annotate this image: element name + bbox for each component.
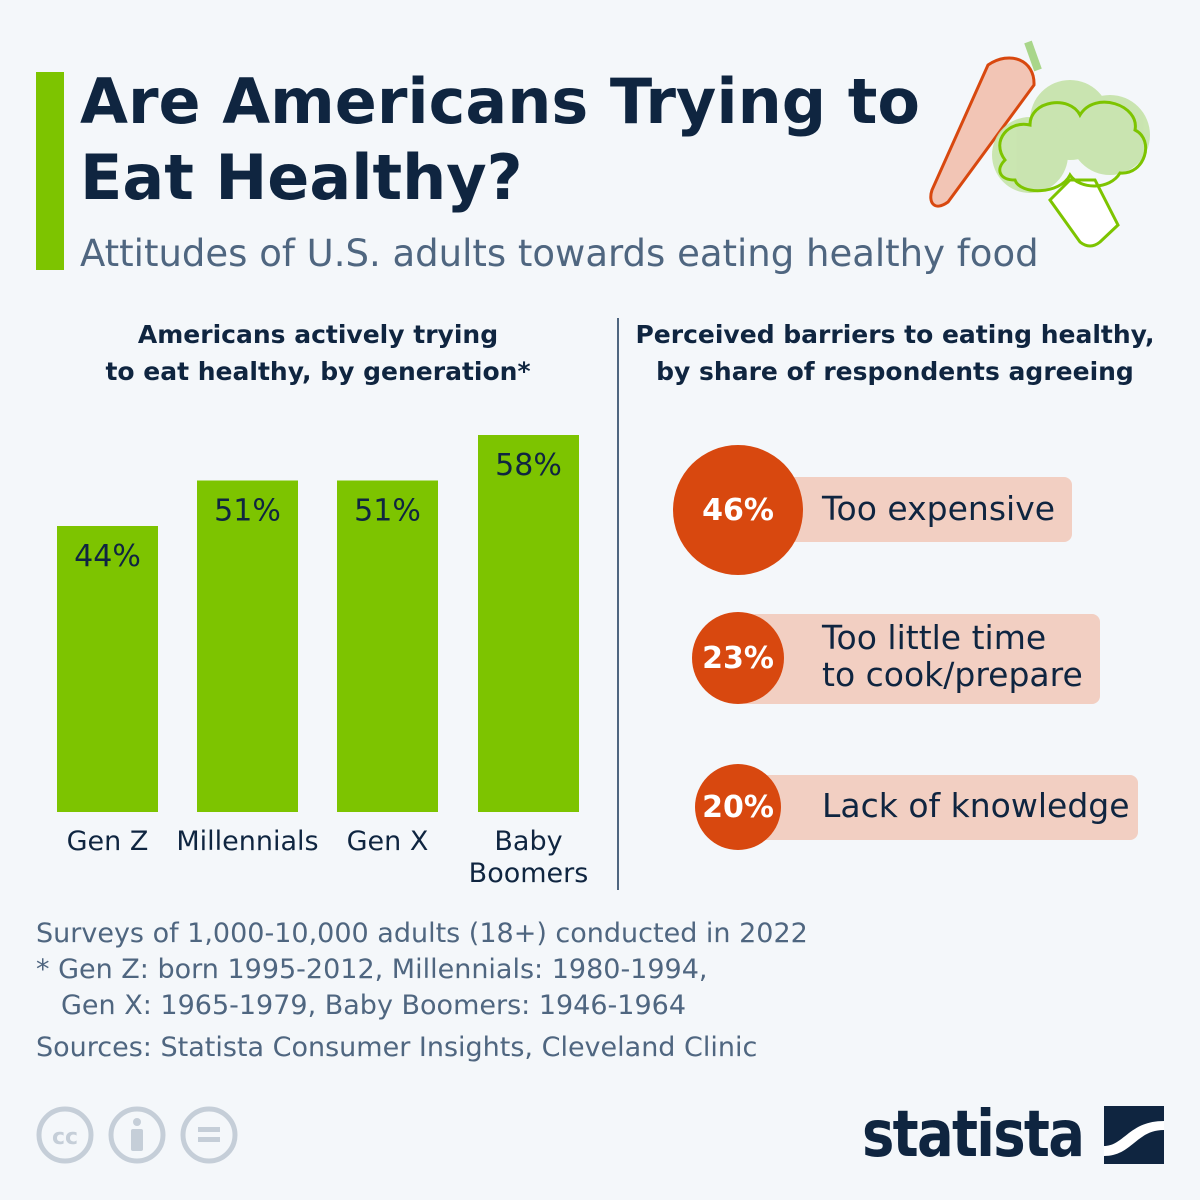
bar — [57, 526, 158, 812]
category-label: Gen X — [347, 826, 429, 857]
barriers-title-line: by share of respondents agreeing — [656, 357, 1134, 386]
category-label: Millennials — [176, 826, 318, 857]
bar-chart-title-line: Americans actively trying — [137, 320, 499, 349]
statista-logo-icon — [1104, 1106, 1164, 1164]
bar-chart: 44% Gen Z 51% Millennials 51% Gen X 58% BabyBoo… — [57, 435, 589, 889]
footnote-line-2: Gen X: 1965-1979, Baby Boomers: 1946-196… — [61, 990, 686, 1021]
barrier-label-line: Too little time — [822, 618, 1047, 657]
sources: Sources: Statista Consumer Insights, Cle… — [36, 1032, 758, 1063]
bar — [337, 480, 438, 812]
title-accent-bar — [36, 72, 64, 270]
barrier-label: Too little time to cook/prepare — [822, 619, 1083, 693]
bar — [197, 480, 298, 812]
bar-data-label: 51% — [214, 494, 281, 529]
barrier-label: Too expensive — [822, 490, 1055, 527]
statista-logo: statista — [862, 1098, 1085, 1172]
license-icons[interactable]: cc — [36, 1106, 246, 1164]
barrier-label-line: to cook/prepare — [822, 655, 1083, 694]
category-label: Baby — [494, 826, 562, 857]
barrier-bar — [738, 775, 1138, 840]
barrier-value: 20% — [695, 764, 781, 850]
barrier-label-line: Too expensive — [822, 488, 1056, 528]
bar — [478, 435, 579, 812]
barrier-label: Lack of knowledge — [822, 787, 1130, 824]
barrier-bar — [738, 614, 1100, 704]
barrier-value: 46% — [673, 445, 803, 575]
bar-data-label: 51% — [354, 494, 421, 529]
section-divider — [617, 318, 619, 890]
barrier-value: 23% — [692, 612, 784, 704]
footnote-line-1: * Gen Z: born 1995-2012, Millennials: 19… — [36, 954, 708, 985]
bar-data-label: 58% — [495, 448, 562, 483]
svg-text:cc: cc — [52, 1125, 78, 1150]
bar-data-label: 44% — [74, 539, 141, 574]
vegetables-illustration-icon — [929, 40, 1150, 248]
survey-note: Surveys of 1,000-10,000 adults (18+) con… — [36, 918, 808, 949]
page-subtitle: Attitudes of U.S. adults towards eating … — [80, 232, 1039, 275]
category-label: Boomers — [469, 858, 589, 889]
bar-chart-title-line: to eat healthy, by generation* — [105, 357, 531, 386]
barriers-title-line: Perceived barriers to eating healthy, — [635, 320, 1155, 349]
barriers-title: Perceived barriers to eating healthy, by… — [620, 316, 1170, 390]
attribution-icon[interactable] — [108, 1106, 166, 1164]
no-derivatives-icon[interactable] — [180, 1106, 238, 1164]
bar-chart-title: Americans actively trying to eat healthy… — [40, 316, 596, 390]
category-label: Gen Z — [67, 826, 149, 857]
barrier-label-line: Lack of knowledge — [822, 785, 1130, 825]
cc-icon[interactable]: cc — [36, 1106, 94, 1164]
page-title: Are Americans Trying to Eat Healthy? — [80, 65, 920, 214]
